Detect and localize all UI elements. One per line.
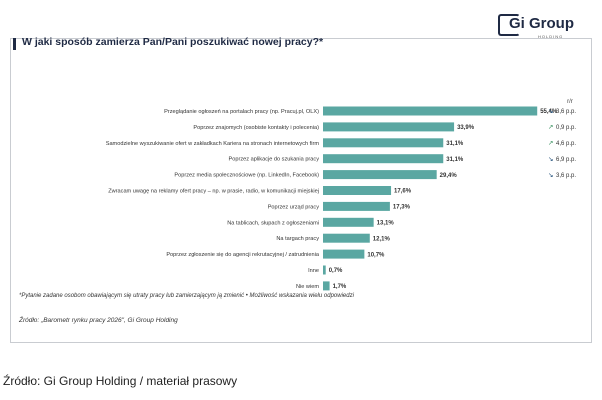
logo-mark [498, 14, 520, 36]
category-label: Poprzez urząd pracy [268, 204, 320, 210]
value-label: 55,4% [540, 109, 558, 115]
change-header: r/r [567, 99, 573, 105]
footnote: *Pytanie zadane osobom obawiającym się u… [19, 293, 354, 299]
bar [323, 122, 455, 132]
change-label: 4,6 p.p. [556, 141, 576, 147]
chart-title: W jaki sposób zamierza Pan/Pani poszukiw… [22, 36, 324, 48]
value-label: 12,1% [373, 236, 391, 242]
bar [323, 217, 374, 227]
logo-text: Gi Group [509, 15, 574, 32]
category-label: Poprzez aplikacje do szukania pracy [229, 157, 320, 163]
bar [323, 186, 392, 195]
category-label: Poprzez zgłoszenie się do agencji rekrut… [166, 252, 320, 258]
category-label: Na targach pracy [276, 236, 319, 242]
bar [323, 249, 365, 259]
bar [323, 201, 390, 211]
category-label: Przeglądanie ogłoszeń na portalach pracy… [164, 109, 319, 115]
value-label: 33,9% [457, 125, 475, 131]
category-label: Zwracam uwagę na reklamy ofert pracy – n… [108, 189, 319, 195]
bar [323, 281, 330, 291]
bar [323, 265, 326, 275]
image-caption: Źródło: Gi Group Holding / materiał pras… [3, 374, 238, 388]
bar [323, 106, 538, 116]
change-label: 0,9 p.p. [556, 125, 576, 131]
bar [323, 154, 444, 164]
value-label: 31,1% [446, 141, 464, 147]
arrow-up-icon: ↗ [548, 123, 553, 131]
arrow-down-icon: ↘ [548, 155, 553, 163]
chart-card [10, 38, 592, 343]
category-label: Samodzielne wyszukiwanie ofert w zakładk… [106, 141, 320, 147]
value-label: 1,7% [333, 284, 347, 290]
value-label: 10,7% [367, 252, 385, 258]
change-label: 6,9 p.p. [556, 157, 576, 163]
bar [323, 170, 437, 180]
logo-subtext: HOLDING [538, 34, 564, 39]
change-label: 3,6 p.p. [556, 109, 576, 115]
chart-source: Źródło: „Barometr rynku pracy 2026", Gi … [19, 317, 178, 324]
category-label: Poprzez media społecznościowe (np. Linke… [174, 173, 319, 179]
change-label: 3,6 p.p. [556, 173, 576, 179]
value-label: 17,3% [393, 205, 411, 211]
gi-group-logo: Gi Group HOLDING [498, 12, 578, 46]
value-label: 0,7% [329, 268, 343, 274]
arrow-down-icon: ↘ [548, 171, 553, 179]
title-accent [13, 38, 16, 50]
arrow-up-icon: ↗ [548, 139, 553, 147]
value-label: 17,6% [394, 189, 412, 195]
bar [323, 233, 370, 243]
value-label: 31,1% [446, 157, 464, 163]
value-label: 13,1% [377, 221, 395, 227]
category-label: Nie wiem [296, 284, 319, 290]
arrow-down-icon: ↘ [548, 107, 553, 115]
category-label: Inne [308, 268, 319, 274]
category-label: Poprzez znajomych (osobiste kontakty i p… [193, 125, 319, 131]
category-label: Na tablicach, słupach z ogłoszeniami [227, 220, 319, 226]
value-label: 29,4% [440, 173, 458, 179]
bar [323, 138, 444, 148]
